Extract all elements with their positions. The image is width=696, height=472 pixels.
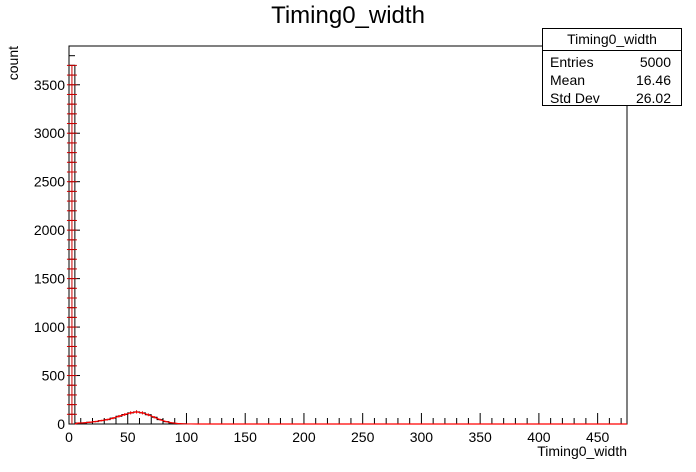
x-tick-label: 200 [292,429,316,445]
stats-entries-value: 5000 [639,54,671,70]
y-tick-label: 3000 [34,125,65,141]
stats-mean-value: 16.46 [635,72,671,88]
x-tick-label: 400 [527,429,551,445]
x-tick-label: 100 [175,429,199,445]
histogram-bins [69,65,186,424]
y-tick-label: 0 [57,416,65,432]
y-tick-label: 1000 [34,319,65,335]
stats-entries-label: Entries [550,54,594,70]
histogram-bin [134,412,140,424]
x-tick-label: 250 [351,429,375,445]
histogram-outline [68,64,627,425]
x-tick-label: 0 [65,429,73,445]
error-bars [66,64,185,424]
y-tick-label: 2500 [34,174,65,190]
stats-stddev-label: Std Dev [550,90,600,106]
chart-title: Timing0_width [271,2,425,29]
y-tick-label: 2000 [34,222,65,238]
x-tick-label: 350 [468,429,492,445]
x-axis: 0 50 100 150 200 250 300 350 400 450 [65,413,622,445]
x-axis-title: Timing0_width [537,443,627,459]
stats-row-mean: Mean 16.46 [543,71,681,89]
stats-title: Timing0_width [543,29,681,51]
x-tick-label: 50 [120,429,136,445]
stats-row-stddev: Std Dev 26.02 [543,89,681,107]
y-axis: 0 500 1000 1500 2000 2500 3000 3500 [34,45,80,432]
stats-stddev-value: 26.02 [635,90,671,106]
x-tick-label: 300 [410,429,434,445]
x-tick-label: 450 [586,429,610,445]
x-tick-label: 150 [234,429,258,445]
stats-mean-label: Mean [550,72,586,88]
y-tick-label: 500 [42,368,66,384]
plot-area: 0 50 100 150 200 250 300 350 400 450 0 500 1000 1500 2… [5,45,628,459]
y-tick-label: 1500 [34,271,65,287]
y-tick-label: 3500 [34,77,65,93]
y-axis-title: count [5,46,21,80]
fit-curve [74,411,627,425]
histogram-bin [139,413,145,424]
stats-box: Timing0_width Entries 5000 Mean 16.46 St… [542,28,682,106]
histogram-bin [128,413,134,424]
stats-row-entries: Entries 5000 [543,53,681,71]
